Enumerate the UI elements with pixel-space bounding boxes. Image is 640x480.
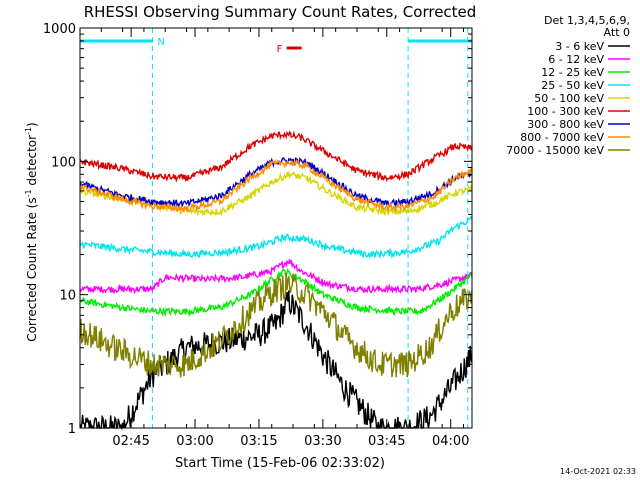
y-axis-label: Corrected Count Rate (s-1 detector-1) <box>24 122 39 341</box>
legend-entry-label: 100 - 300 keV <box>527 105 604 118</box>
legend-entry-label: 300 - 800 keV <box>527 118 604 131</box>
series-line <box>79 290 473 431</box>
x-tick-label: 03:30 <box>304 434 341 449</box>
y-axis-label-sup2: -1 <box>24 127 33 135</box>
x-tick-label: 02:45 <box>112 434 149 449</box>
legend-header-line1: Det 1,3,4,5,6,9, <box>544 14 630 27</box>
flag-label: N <box>157 37 164 48</box>
series-layer <box>79 130 473 431</box>
y-axis-label-part3: ) <box>25 122 39 127</box>
legend-entry-label: 800 - 7000 keV <box>520 131 604 144</box>
y-tick-label: 1 <box>68 422 76 437</box>
series-line <box>79 267 473 318</box>
x-tick-label: 04:00 <box>432 434 469 449</box>
plot-frame <box>79 27 473 429</box>
legend-entry-label: 50 - 100 keV <box>534 92 604 105</box>
legend-entry-label: 25 - 50 keV <box>541 79 604 92</box>
flag-layer: NF <box>80 37 472 55</box>
series-line <box>79 216 473 260</box>
legend-entry-label: 6 - 12 keV <box>548 53 604 66</box>
flag-label: F <box>277 44 283 55</box>
legend-entry-label: 12 - 25 keV <box>541 66 604 79</box>
x-axis-label: Start Time (15-Feb-06 02:33:02) <box>175 456 385 471</box>
legend-entry-label: 3 - 6 keV <box>555 40 604 53</box>
chart-title: RHESSI Observing Summary Count Rates, Co… <box>84 3 477 21</box>
y-tick-label: 1000 <box>43 22 76 37</box>
y-tick-label: 10 <box>59 289 76 304</box>
series-line <box>79 130 473 184</box>
y-tick-label: 100 <box>51 155 76 170</box>
series-line <box>79 272 473 378</box>
axes-layer: 1 10 100 1000 02:45 03:00 03:15 03:30 03:45 04:00 <box>43 22 473 449</box>
series-line <box>79 259 473 295</box>
legend-entry-label: 7000 - 15000 keV <box>506 144 604 157</box>
x-tick-label: 03:45 <box>368 434 405 449</box>
y-axis-label-sup1: -1 <box>24 189 33 197</box>
generated-timestamp: 14-Oct-2021 02:33 <box>560 467 636 476</box>
y-axis-label-part1: Corrected Count Rate (s <box>25 197 39 341</box>
y-axis-label-part2: detector <box>25 135 39 190</box>
x-tick-label: 03:00 <box>176 434 213 449</box>
x-tick-label: 03:15 <box>240 434 277 449</box>
series-line <box>79 158 473 213</box>
legend-header-line2: Att 0 <box>604 26 630 39</box>
